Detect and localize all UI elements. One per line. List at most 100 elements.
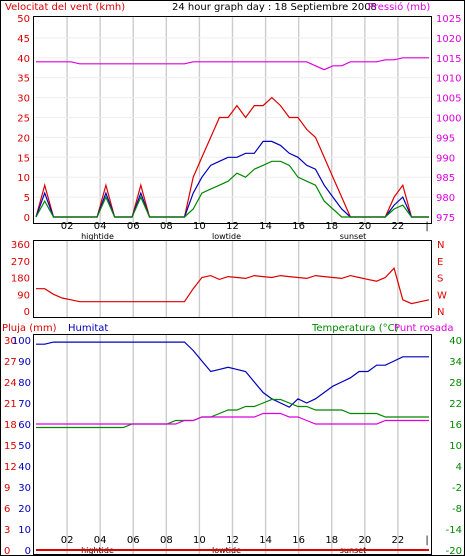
rain-ytick-label: 3 (4, 525, 10, 536)
humidity-ytick-label: 0 (25, 546, 31, 556)
series-line-pressure (36, 57, 429, 71)
rain-ytick-label: 6 (4, 504, 10, 515)
wind-ytick-label: 10 (17, 173, 30, 184)
series-line-min (35, 160, 429, 218)
temperature-ytick-label: 4 (456, 462, 462, 473)
wind-ytick-label: 45 (17, 34, 30, 45)
wind-ytick-label: 35 (17, 74, 30, 85)
xtick-climate: 04 (94, 535, 107, 546)
temperature-ytick-label: 34 (449, 357, 462, 368)
marker-sunset-wind: sunset (340, 232, 367, 241)
xtick-end-wind: | (425, 221, 428, 232)
temperature-ytick-label: 10 (449, 441, 462, 452)
temperature-ytick-label: 28 (449, 378, 462, 389)
xtick-wind: 06 (127, 221, 140, 232)
wind-ytick-label: 20 (17, 133, 30, 144)
xtick-wind: 16 (292, 221, 305, 232)
rain-ytick-label: 27 (4, 357, 17, 368)
temperature-ytick-label: -14 (446, 525, 462, 536)
series-line-humidity (36, 341, 429, 408)
pressure-ytick-label: 1020 (436, 34, 461, 45)
direction-compass-label: S (437, 274, 443, 285)
rain-ytick-label: 12 (4, 462, 17, 473)
xtick-wind: 04 (94, 221, 107, 232)
rain-label: Pluja (mm) (2, 323, 57, 334)
xtick-climate: 12 (226, 535, 239, 546)
direction-ytick-label: 0 (24, 307, 30, 318)
rain-ytick-label: 21 (4, 399, 17, 410)
temperature-ytick-label: -20 (446, 546, 462, 556)
direction-ytick-label: 90 (17, 290, 30, 301)
wind-ytick-label: 40 (17, 54, 30, 65)
direction-compass-label: N (437, 240, 444, 251)
pressure-ytick-label: 1025 (436, 14, 461, 25)
temperature-ytick-label: -8 (452, 504, 462, 515)
series-line-temperature (36, 398, 429, 429)
marker-hightide-wind: hightide (81, 232, 114, 241)
xtick-wind: 14 (259, 221, 272, 232)
xtick-wind: 20 (358, 221, 371, 232)
wind-ytick-label: 0 (24, 213, 30, 224)
pressure-ytick-label: 995 (436, 133, 455, 144)
pressure-ytick-label: 1010 (436, 74, 461, 85)
xtick-wind: 02 (61, 221, 74, 232)
data-series (35, 57, 430, 551)
pressure-ytick-label: 1000 (436, 114, 461, 125)
humidity-ytick-label: 20 (18, 504, 31, 515)
pressure-ytick-label: 1015 (436, 54, 461, 65)
xtick-climate: 22 (392, 535, 405, 546)
rain-ytick-label: 15 (4, 441, 17, 452)
wind-ytick-label: 15 (17, 153, 30, 164)
pressure-ytick-label: 975 (436, 213, 455, 224)
humidity-ytick-label: 30 (18, 483, 31, 494)
xtick-climate: 20 (358, 535, 371, 546)
rain-ytick-label: 0 (4, 546, 10, 556)
xtick-wind: 18 (325, 221, 338, 232)
xtick-climate: 18 (325, 535, 338, 546)
wind-ytick-label: 30 (17, 94, 30, 105)
humidity-ytick-label: 70 (18, 399, 31, 410)
humidity-ytick-label: 40 (18, 462, 31, 473)
marker-lowtide-wind: lowtide (212, 232, 241, 241)
xtick-wind: 22 (392, 221, 405, 232)
humidity-ytick-label: 60 (18, 420, 31, 431)
xtick-wind: 10 (193, 221, 206, 232)
xtick-climate: 02 (61, 535, 74, 546)
direction-compass-label: N (437, 307, 444, 318)
rain-ytick-label: 18 (4, 420, 17, 431)
temperature-ytick-label: 40 (449, 336, 462, 347)
direction-ytick-label: 180 (11, 274, 30, 285)
wind-speed-title: Velocitat del vent (kmh) (5, 2, 125, 13)
pressure-ytick-label: 985 (436, 173, 455, 184)
direction-compass-label: E (437, 257, 443, 268)
xtick-end-climate: | (425, 535, 428, 546)
humidity-ytick-label: 50 (18, 441, 31, 452)
xtick-climate: 10 (193, 535, 206, 546)
xtick-climate: 08 (160, 535, 173, 546)
humidity-ytick-label: 100 (12, 336, 31, 347)
xtick-climate: 16 (292, 535, 305, 546)
xtick-wind: 12 (226, 221, 239, 232)
temperature-label: Temperatura (°C) (311, 323, 399, 334)
chart-title: 24 hour graph day : 18 Septiembre 2008 (172, 2, 377, 13)
humidity-label: Humitat (68, 323, 108, 334)
temperature-ytick-label: 22 (449, 399, 462, 410)
wind-ytick-label: 5 (24, 193, 30, 204)
series-line-direction (36, 267, 430, 305)
temperature-ytick-label: 16 (449, 420, 462, 431)
series-line-dewpoint (36, 412, 429, 425)
direction-ytick-label: 270 (11, 257, 30, 268)
temperature-ytick-label: -2 (452, 483, 462, 494)
direction-compass-label: W (437, 290, 447, 301)
humidity-ytick-label: 90 (18, 357, 31, 368)
xtick-climate: 06 (127, 535, 140, 546)
pressure-title: Pressió (mb) (368, 1, 430, 13)
wind-ytick-label: 25 (17, 114, 30, 125)
rain-ytick-label: 24 (4, 378, 17, 389)
rain-ytick-label: 30 (4, 336, 17, 347)
humidity-ytick-label: 80 (18, 378, 31, 389)
pressure-ytick-label: 980 (436, 193, 455, 204)
pressure-ytick-label: 1005 (436, 94, 461, 105)
